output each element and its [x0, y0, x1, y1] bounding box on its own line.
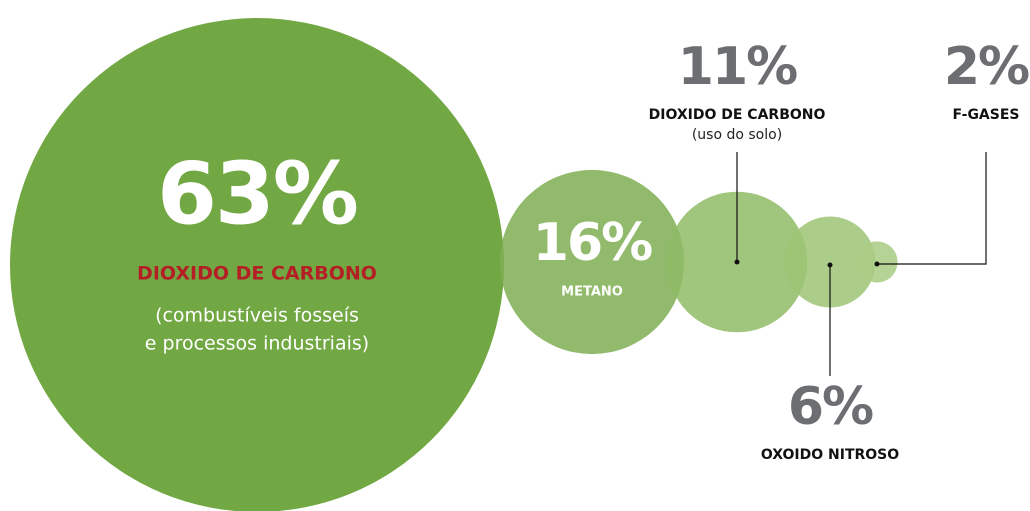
category-label: METANO: [561, 285, 623, 300]
category-label: DIOXIDO DE CARBONO: [137, 263, 377, 285]
leader-line: [877, 152, 987, 265]
category-label: DIOXIDO DE CARBONO: [649, 107, 826, 123]
category-label: OXOIDO NITROSO: [761, 447, 899, 463]
value-label: 63%: [157, 144, 357, 244]
bubble: [10, 18, 504, 511]
leader-dot: [734, 259, 740, 265]
leader-dot: [874, 261, 880, 267]
bubble: [499, 169, 685, 355]
bubble: [784, 216, 876, 308]
category-detail: e processos industriais): [145, 333, 369, 355]
value-label: 11%: [678, 37, 797, 97]
category-label: F-GASES: [953, 107, 1020, 123]
value-label: 16%: [533, 213, 652, 273]
category-detail: (uso do solo): [692, 127, 782, 143]
value-label: 6%: [788, 377, 873, 437]
value-label: 2%: [944, 37, 1029, 97]
category-detail: (combustíveis fosseís: [155, 305, 359, 327]
leader-dot: [827, 262, 833, 268]
